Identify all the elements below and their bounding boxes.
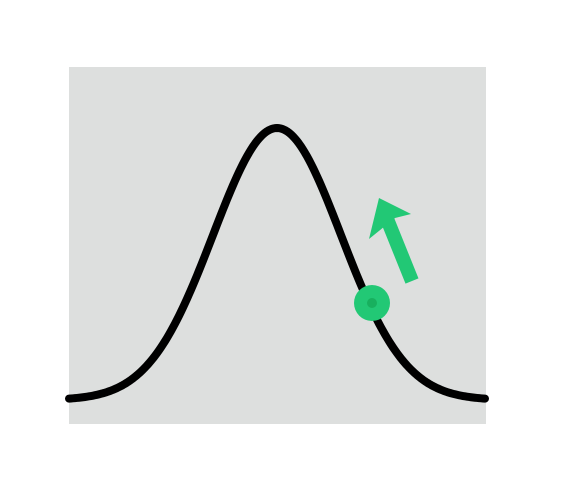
diagram-panel [69,67,486,424]
marker-center-dot [367,298,377,308]
arrow-shaft [378,211,419,284]
direction-arrow-icon [369,198,419,284]
arrow-head [369,198,411,239]
bell-curve [65,124,489,403]
marker-point [354,285,390,321]
